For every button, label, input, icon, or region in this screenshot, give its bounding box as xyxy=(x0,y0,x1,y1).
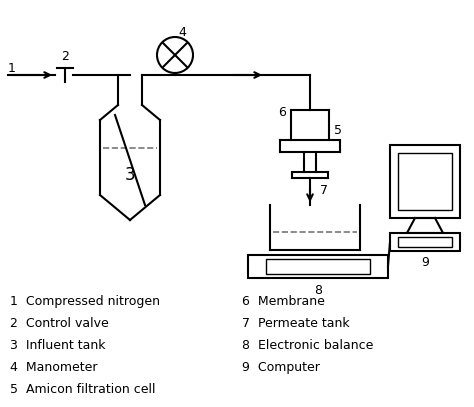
Text: 3  Influent tank: 3 Influent tank xyxy=(10,339,106,352)
Bar xyxy=(248,255,388,278)
Text: 5  Amicon filtration cell: 5 Amicon filtration cell xyxy=(10,383,155,396)
Text: 3: 3 xyxy=(125,166,135,184)
Text: 4: 4 xyxy=(178,26,186,39)
Text: 8: 8 xyxy=(314,284,322,297)
Bar xyxy=(390,233,460,251)
Bar xyxy=(266,259,370,274)
Text: 7  Permeate tank: 7 Permeate tank xyxy=(242,317,350,330)
Text: 5: 5 xyxy=(334,123,342,136)
Text: 6: 6 xyxy=(278,105,286,118)
Text: 8  Electronic balance: 8 Electronic balance xyxy=(242,339,374,352)
Text: 9: 9 xyxy=(421,256,429,269)
Bar xyxy=(398,237,452,247)
Text: 7: 7 xyxy=(320,184,328,197)
Text: 1: 1 xyxy=(8,61,16,74)
Text: 1  Compressed nitrogen: 1 Compressed nitrogen xyxy=(10,295,160,308)
Bar xyxy=(390,145,460,218)
Text: 6  Membrane: 6 Membrane xyxy=(242,295,325,308)
Text: 2  Control valve: 2 Control valve xyxy=(10,317,109,330)
Bar xyxy=(398,153,452,210)
Text: 2: 2 xyxy=(61,50,69,63)
Text: 4  Manometer: 4 Manometer xyxy=(10,361,98,374)
Text: 9  Computer: 9 Computer xyxy=(242,361,320,374)
